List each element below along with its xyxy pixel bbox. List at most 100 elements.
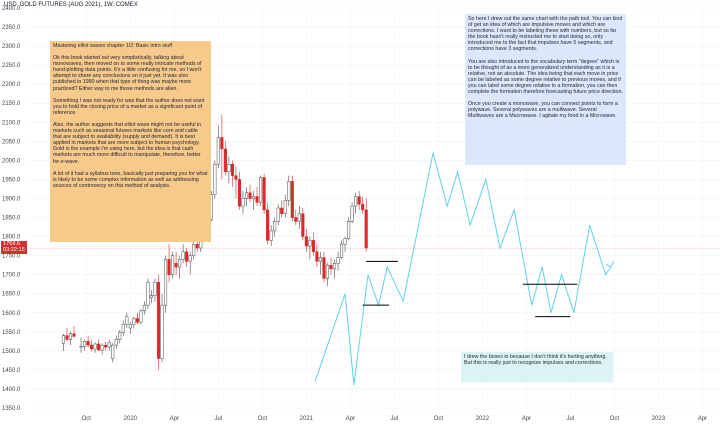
y-tick-label: 1500.0 [2, 349, 21, 355]
candle-body [322, 257, 326, 279]
candle-body [259, 177, 263, 203]
x-tick-label: 2022 [476, 416, 490, 422]
candle-body [83, 341, 87, 347]
y-tick-label: 1450.0 [2, 368, 21, 374]
candle-body [68, 333, 73, 340]
candle-body [181, 251, 185, 260]
y-tick-label: 2250.0 [2, 63, 21, 69]
note-orange[interactable]: Mastering elliot waves chapter 1/2: Basi… [50, 41, 211, 242]
x-tick-label: Oct [82, 416, 92, 422]
candle-body [213, 163, 217, 195]
candle-body [361, 203, 365, 211]
note-blue-p2: You are also introduced to the vocabular… [468, 58, 623, 96]
y-tick-label: 1700.0 [2, 273, 21, 279]
candle-body [280, 207, 284, 214]
candle-body [276, 207, 280, 222]
note-orange-p3: Also, the author suggests that elliot wa… [53, 121, 202, 165]
candle-body [174, 262, 178, 268]
candle-body [142, 304, 146, 312]
note-orange-p1: Ok this book started out very simplistic… [53, 55, 202, 92]
projection-arrowhead [605, 260, 615, 268]
candle-body [336, 257, 340, 264]
note-blue[interactable]: So here I drew out the same chart with t… [465, 14, 626, 165]
candle-body [167, 259, 171, 275]
y-tick-label: 1950.0 [2, 177, 21, 183]
candle-body [146, 282, 150, 306]
candle-body [61, 335, 65, 344]
x-tick-label: Apr [698, 416, 707, 422]
candle-body [86, 341, 90, 346]
candle-body [315, 251, 319, 262]
candle-body [332, 262, 337, 270]
candle-body [97, 343, 101, 351]
y-tick-label: 2350.0 [2, 25, 21, 31]
candle-body [195, 243, 199, 249]
x-axis: Oct 2020 Apr Jul Oct 2021 Apr Jul Oct 2022 Apr Jul O… [82, 416, 707, 422]
y-tick-label: 2100.0 [2, 120, 21, 126]
y-tick-label: 2200.0 [2, 82, 21, 88]
note-blue-p3: Once you create a monowave, you can conn… [468, 101, 618, 120]
candle-body [223, 148, 227, 173]
bar-countdown: 03:22:15 [3, 247, 25, 254]
candle-body [72, 333, 76, 337]
note-cyan-p1: I drew the boxes in because I don't thin… [464, 354, 607, 367]
y-tick-label: 1800.0 [2, 235, 21, 241]
candle-body [357, 196, 361, 205]
candle-body [132, 318, 136, 325]
note-orange-p2: Something I was not ready for was that t… [53, 97, 205, 116]
candle-body [364, 209, 368, 249]
y-tick-label: 2400.0 [2, 6, 21, 12]
candle-body [65, 335, 69, 340]
projection-path[interactable] [314, 152, 615, 386]
currency-label: USD [4, 2, 17, 8]
candle-body [262, 177, 266, 211]
candle-body [163, 259, 168, 306]
candle-body [287, 181, 291, 201]
candle-body [304, 236, 308, 247]
candle-body [220, 137, 224, 150]
symbol-title: GOLD FUTURES (AUG 2021), 1W, COMEX [19, 2, 138, 8]
candle-body [290, 181, 294, 218]
candle-body [340, 243, 344, 258]
x-tick-label: Oct [258, 416, 268, 422]
note-cyan[interactable]: I drew the boxes in because I don't thin… [461, 352, 613, 382]
candle-body [114, 339, 118, 346]
candle-body [241, 198, 245, 207]
candle-body [153, 282, 157, 296]
note-blue-p1: So here I drew out the same chart with t… [468, 16, 623, 53]
candle-body [100, 344, 104, 351]
last-price-label: 1769.6 03:22:15 [1, 241, 27, 254]
support-lines[interactable] [362, 260, 578, 318]
candle-body [343, 238, 347, 245]
candle-body [325, 264, 330, 279]
y-tick-label: 1900.0 [2, 196, 21, 202]
candle-body [269, 230, 273, 241]
y-tick-label: 1400.0 [2, 387, 21, 393]
candle-body [294, 217, 298, 222]
x-tick-label: Oct [610, 416, 620, 422]
y-tick-label: 2300.0 [2, 44, 21, 50]
y-tick-label: 1350.0 [2, 406, 21, 412]
candle-body [192, 243, 196, 256]
candle-body [308, 240, 312, 247]
x-tick-label: 2023 [652, 416, 666, 422]
x-tick-label: Jul [215, 416, 223, 422]
candle-body [311, 240, 315, 253]
y-tick-label: 2050.0 [2, 139, 21, 145]
candle-body [188, 255, 192, 262]
candle-body [178, 259, 182, 268]
candle-body [255, 196, 259, 203]
candle-body [297, 213, 301, 222]
candle-body [266, 209, 270, 241]
y-tick-label: 1650.0 [2, 292, 21, 298]
candle-body [237, 179, 242, 207]
candle-body [139, 310, 143, 323]
candle-body [244, 192, 249, 199]
y-tick-label: 1550.0 [2, 330, 21, 336]
y-tick-label: 2000.0 [2, 158, 21, 164]
candle-body [121, 323, 125, 333]
chart-header: USD GOLD FUTURES (AUG 2021), 1W, COMEX [4, 2, 138, 8]
x-tick-label: Apr [522, 416, 531, 422]
last-price-value: 1769.6 [3, 241, 21, 247]
x-tick-label: Jul [391, 416, 399, 422]
